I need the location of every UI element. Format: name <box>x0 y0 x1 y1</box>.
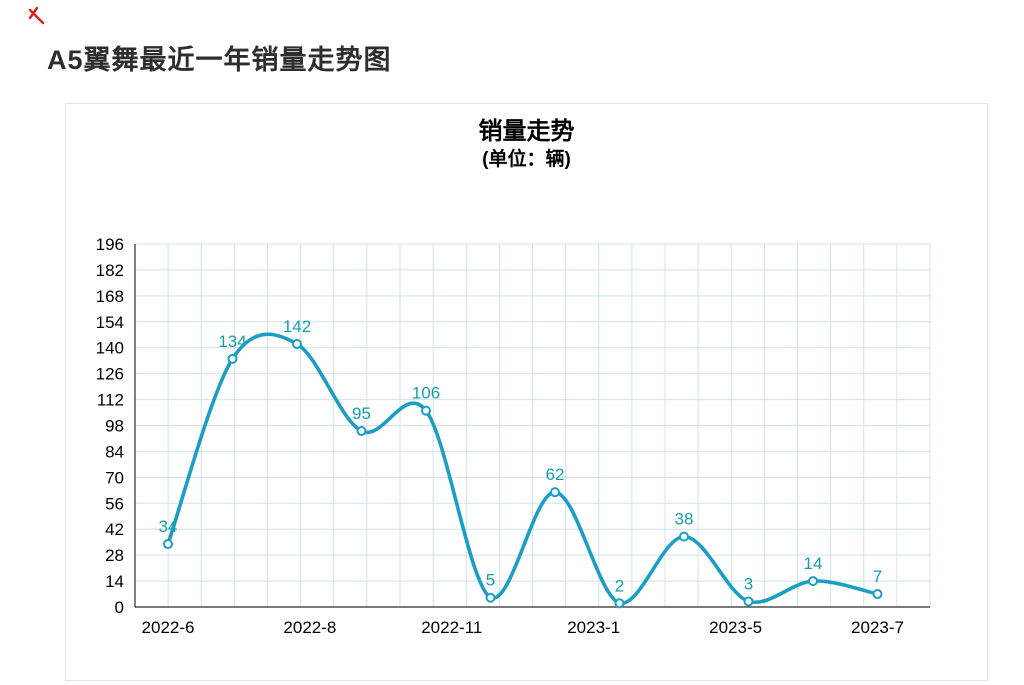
svg-text:2022-11: 2022-11 <box>421 618 482 637</box>
svg-text:196: 196 <box>96 235 124 254</box>
data-point-marker <box>163 539 173 550</box>
data-point-label: 5 <box>486 571 495 590</box>
chart-title: 销量走势 <box>478 118 575 145</box>
data-point-marker <box>227 353 238 364</box>
svg-text:168: 168 <box>96 287 124 306</box>
data-point-label: 134 <box>218 332 246 351</box>
chart-subtitle: (单位：辆) <box>482 149 571 170</box>
grid-lines <box>134 243 931 607</box>
data-point-marker <box>743 596 754 607</box>
svg-text:126: 126 <box>96 365 124 384</box>
y-axis-tick-labels: 0 14 28 42 56 70 84 98 112 126 140 154 168 182 196 <box>96 235 124 617</box>
data-point-label: 95 <box>352 404 371 423</box>
svg-text:182: 182 <box>96 261 124 280</box>
sales-trend-line-chart: 0 14 28 42 56 70 84 98 112 126 140 154 168 182 196 2022… <box>96 235 931 637</box>
data-point-labels: 34 134 142 95 106 5 62 2 38 3 14 7 <box>159 317 883 595</box>
data-point-label: 38 <box>675 510 694 529</box>
data-point-label: 34 <box>159 517 178 536</box>
svg-text:84: 84 <box>105 442 124 461</box>
data-point-label: 106 <box>412 384 440 403</box>
svg-text:140: 140 <box>96 339 124 358</box>
svg-text:154: 154 <box>96 313 124 332</box>
data-point-marker <box>356 426 367 437</box>
data-point-label: 7 <box>873 567 882 586</box>
data-point-markers <box>163 339 883 609</box>
axes <box>134 244 930 608</box>
data-point-marker <box>808 576 818 587</box>
svg-text:2022-6: 2022-6 <box>142 618 195 637</box>
svg-text:28: 28 <box>105 546 124 565</box>
data-point-marker <box>679 531 689 542</box>
data-point-label: 3 <box>744 574 753 593</box>
svg-text:70: 70 <box>105 468 124 487</box>
chart-card: 销量走势 (单位：辆) 0 14 28 42 56 70 84 98 112 126 140 154 1… <box>65 103 988 681</box>
svg-text:0: 0 <box>115 598 124 617</box>
page-title: A5翼舞最近一年销量走势图 <box>47 45 392 75</box>
svg-text:2023-1: 2023-1 <box>567 618 620 637</box>
corner-mark-strokes <box>28 6 45 25</box>
data-point-marker <box>550 487 560 498</box>
x-axis-tick-labels: 2022-6 2022-8 2022-11 2023-1 2023-5 2023-7 <box>142 618 904 637</box>
data-point-marker <box>292 339 302 350</box>
data-point-label: 14 <box>804 554 823 573</box>
corner-mark-icon <box>26 5 48 27</box>
svg-text:98: 98 <box>105 417 124 436</box>
data-point-marker <box>421 405 431 416</box>
data-point-label: 2 <box>615 576 624 595</box>
svg-text:112: 112 <box>97 391 124 410</box>
svg-text:14: 14 <box>105 572 124 591</box>
data-point-marker <box>872 589 883 600</box>
data-point-label: 142 <box>283 317 311 336</box>
series-line <box>166 332 880 606</box>
svg-text:42: 42 <box>105 520 124 539</box>
svg-text:2023-5: 2023-5 <box>709 618 762 637</box>
svg-text:56: 56 <box>105 494 124 513</box>
data-point-marker <box>485 592 496 603</box>
svg-text:2023-7: 2023-7 <box>851 618 904 637</box>
data-point-label: 62 <box>546 465 565 484</box>
svg-text:2022-8: 2022-8 <box>283 618 336 637</box>
data-point-marker <box>614 598 625 609</box>
